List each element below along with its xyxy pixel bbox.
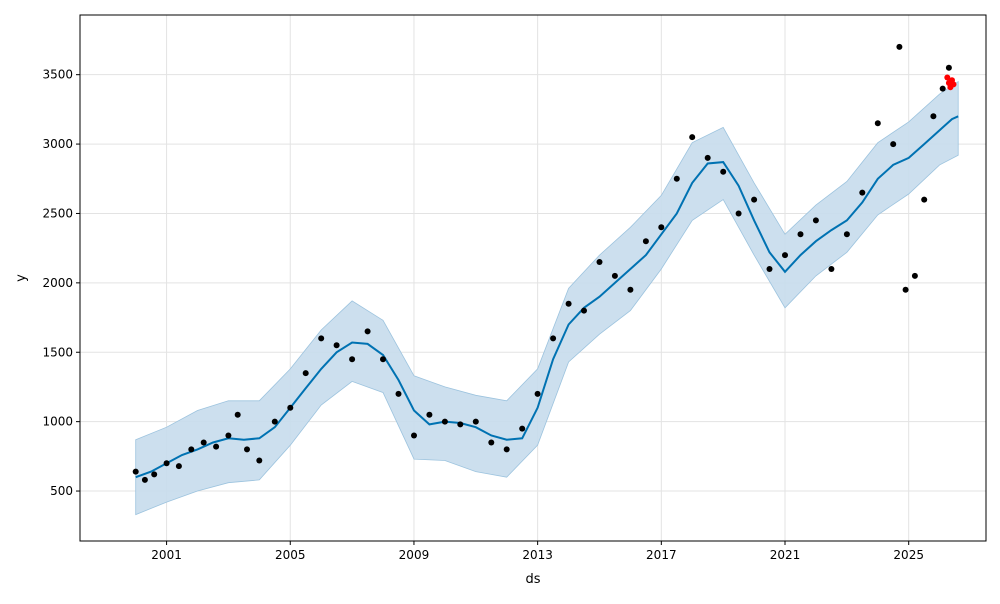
observation-point [318, 335, 325, 342]
y-axis-label: y [14, 274, 29, 282]
observation-point [441, 418, 448, 425]
x-tick-label: 2025 [893, 548, 924, 562]
observation-point [797, 231, 804, 238]
observation-point [200, 439, 207, 446]
observation-point [151, 471, 158, 478]
observation-point [256, 457, 263, 464]
observation-point [611, 272, 618, 279]
observation-point [766, 266, 773, 272]
observation-point [596, 259, 603, 265]
observation-point [333, 342, 340, 349]
observation-point [689, 134, 696, 141]
x-tick-label: 2005 [275, 548, 306, 562]
observation-point [163, 460, 170, 467]
y-tick-label: 2000 [42, 276, 73, 290]
observation-point [411, 432, 417, 439]
plot-frame [79, 14, 987, 542]
observation-point [812, 217, 819, 224]
observation-point [472, 418, 479, 425]
observation-point [581, 307, 587, 314]
observation-point [939, 85, 946, 92]
observation-point [141, 476, 148, 483]
y-tick-label: 2500 [42, 206, 73, 220]
observation-point [364, 328, 371, 335]
y-tick-label: 3000 [42, 137, 73, 151]
axis-ticks-layer: 2001 2005 2009 2013 2017 2021 2025 500 1000 1500 2… [42, 68, 924, 562]
observation-point [225, 432, 232, 439]
observation-point [627, 286, 634, 293]
observation-point [287, 404, 294, 411]
x-axis-label: ds [525, 572, 540, 587]
observation-point [945, 64, 952, 71]
x-tick-label: 2013 [522, 548, 553, 562]
observation-point [673, 175, 680, 182]
observation-point [271, 418, 278, 425]
observation-point [782, 252, 788, 259]
future-points-layer [944, 74, 957, 91]
observation-point [534, 390, 541, 397]
observation-point [175, 463, 182, 470]
forecast-line [135, 115, 959, 479]
observation-point [658, 224, 665, 231]
forecast-line-layer [135, 115, 959, 479]
observation-point [457, 421, 464, 428]
observation-point [911, 272, 918, 279]
observation-point [751, 196, 758, 203]
y-tick-label: 1500 [42, 345, 73, 359]
uncertainty-band-layer [135, 80, 959, 516]
observation-point [896, 43, 903, 50]
observation-point [213, 443, 220, 450]
x-tick-label: 2001 [151, 548, 182, 562]
x-tick-label: 2021 [770, 548, 801, 562]
observation-point [550, 335, 557, 342]
uncertainty-band [135, 80, 959, 516]
y-tick-label: 3500 [42, 68, 73, 82]
observation-point [426, 411, 433, 418]
observation-point [859, 189, 866, 196]
x-tick-label: 2009 [399, 548, 430, 562]
observation-point [735, 210, 742, 217]
observation-point [302, 370, 309, 377]
observation-point [188, 446, 195, 453]
observation-point [503, 446, 510, 453]
observation-point [244, 446, 250, 453]
observation-point [704, 154, 711, 161]
observation-point [902, 286, 909, 293]
observation-points-layer [132, 43, 952, 483]
observation-point [874, 120, 881, 127]
observation-point [395, 390, 402, 397]
observation-point [930, 113, 937, 120]
observation-point [642, 238, 649, 245]
observation-point [234, 411, 241, 418]
observation-point [349, 356, 356, 363]
observation-point [828, 266, 835, 272]
observation-point [519, 425, 526, 432]
future-point [944, 74, 951, 81]
future-point [950, 81, 957, 88]
observation-point [890, 141, 897, 148]
observation-point [565, 300, 572, 307]
y-tick-label: 500 [50, 484, 73, 498]
x-tick-label: 2017 [646, 548, 677, 562]
observation-point [720, 168, 727, 175]
observation-point [132, 468, 139, 475]
y-tick-label: 1000 [42, 415, 73, 429]
observation-point [843, 231, 850, 238]
observation-point [921, 196, 928, 203]
observation-point [488, 439, 495, 446]
observation-point [380, 356, 386, 363]
